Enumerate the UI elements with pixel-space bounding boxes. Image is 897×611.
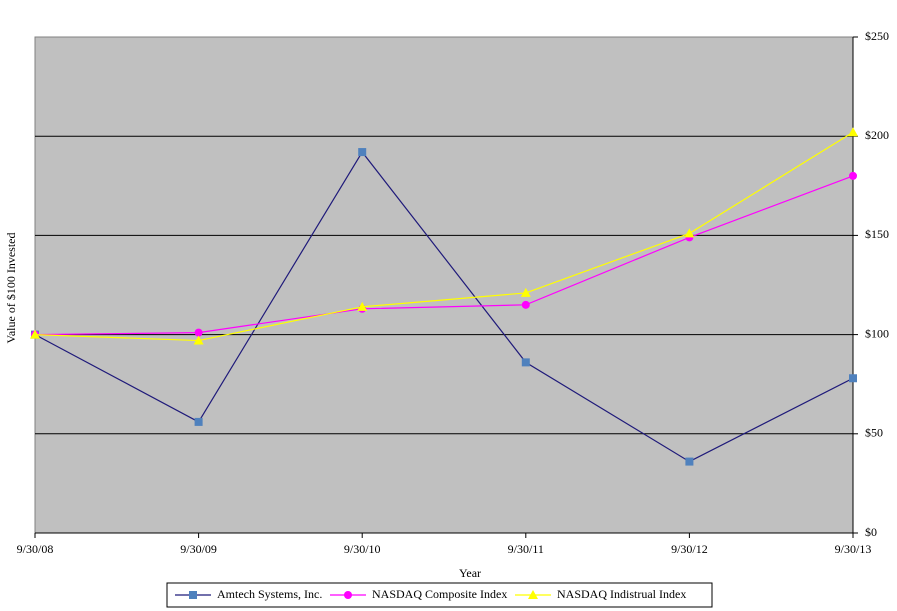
data-point xyxy=(849,374,857,383)
y-axis-label: Value of $100 Invested xyxy=(4,233,18,344)
legend-marker xyxy=(344,591,352,599)
plot-area xyxy=(34,36,854,534)
y-tick-label: $100 xyxy=(865,326,889,340)
legend-label: Amtech Systems, Inc. xyxy=(217,587,322,601)
data-point xyxy=(521,300,530,309)
legend-marker xyxy=(528,590,538,599)
y-tick-label: $200 xyxy=(865,128,889,142)
data-point xyxy=(30,329,40,339)
x-tick-label: 9/30/12 xyxy=(671,542,708,556)
x-tick-label: 9/30/08 xyxy=(17,542,54,556)
y-tick-label: $50 xyxy=(865,426,883,440)
data-point xyxy=(684,228,695,238)
data-point xyxy=(194,328,203,337)
x-tick-label: 9/30/10 xyxy=(344,542,381,556)
x-tick-label: 9/30/13 xyxy=(835,542,872,556)
data-point xyxy=(358,148,367,157)
y-tick-label: $0 xyxy=(865,525,877,539)
legend-label: NASDAQ Composite Index xyxy=(372,587,507,601)
data-point xyxy=(357,301,368,311)
data-point xyxy=(193,335,204,345)
legend-label: NASDAQ Indistrual Index xyxy=(557,587,686,601)
data-point xyxy=(685,457,694,466)
y-tick-label: $150 xyxy=(865,227,889,241)
data-point xyxy=(520,287,531,297)
y-tick-label: $250 xyxy=(865,29,889,43)
x-axis-label: Year xyxy=(459,566,481,580)
data-point xyxy=(521,358,530,367)
data-point xyxy=(849,171,857,180)
series-line xyxy=(34,151,854,463)
legend-marker xyxy=(189,591,197,599)
x-tick-label: 9/30/09 xyxy=(180,542,217,556)
series-line xyxy=(34,175,854,336)
legend-box xyxy=(166,582,713,608)
series-line xyxy=(34,131,854,342)
data-point xyxy=(848,127,858,137)
data-point xyxy=(194,417,203,426)
x-tick-label: 9/30/11 xyxy=(508,542,544,556)
